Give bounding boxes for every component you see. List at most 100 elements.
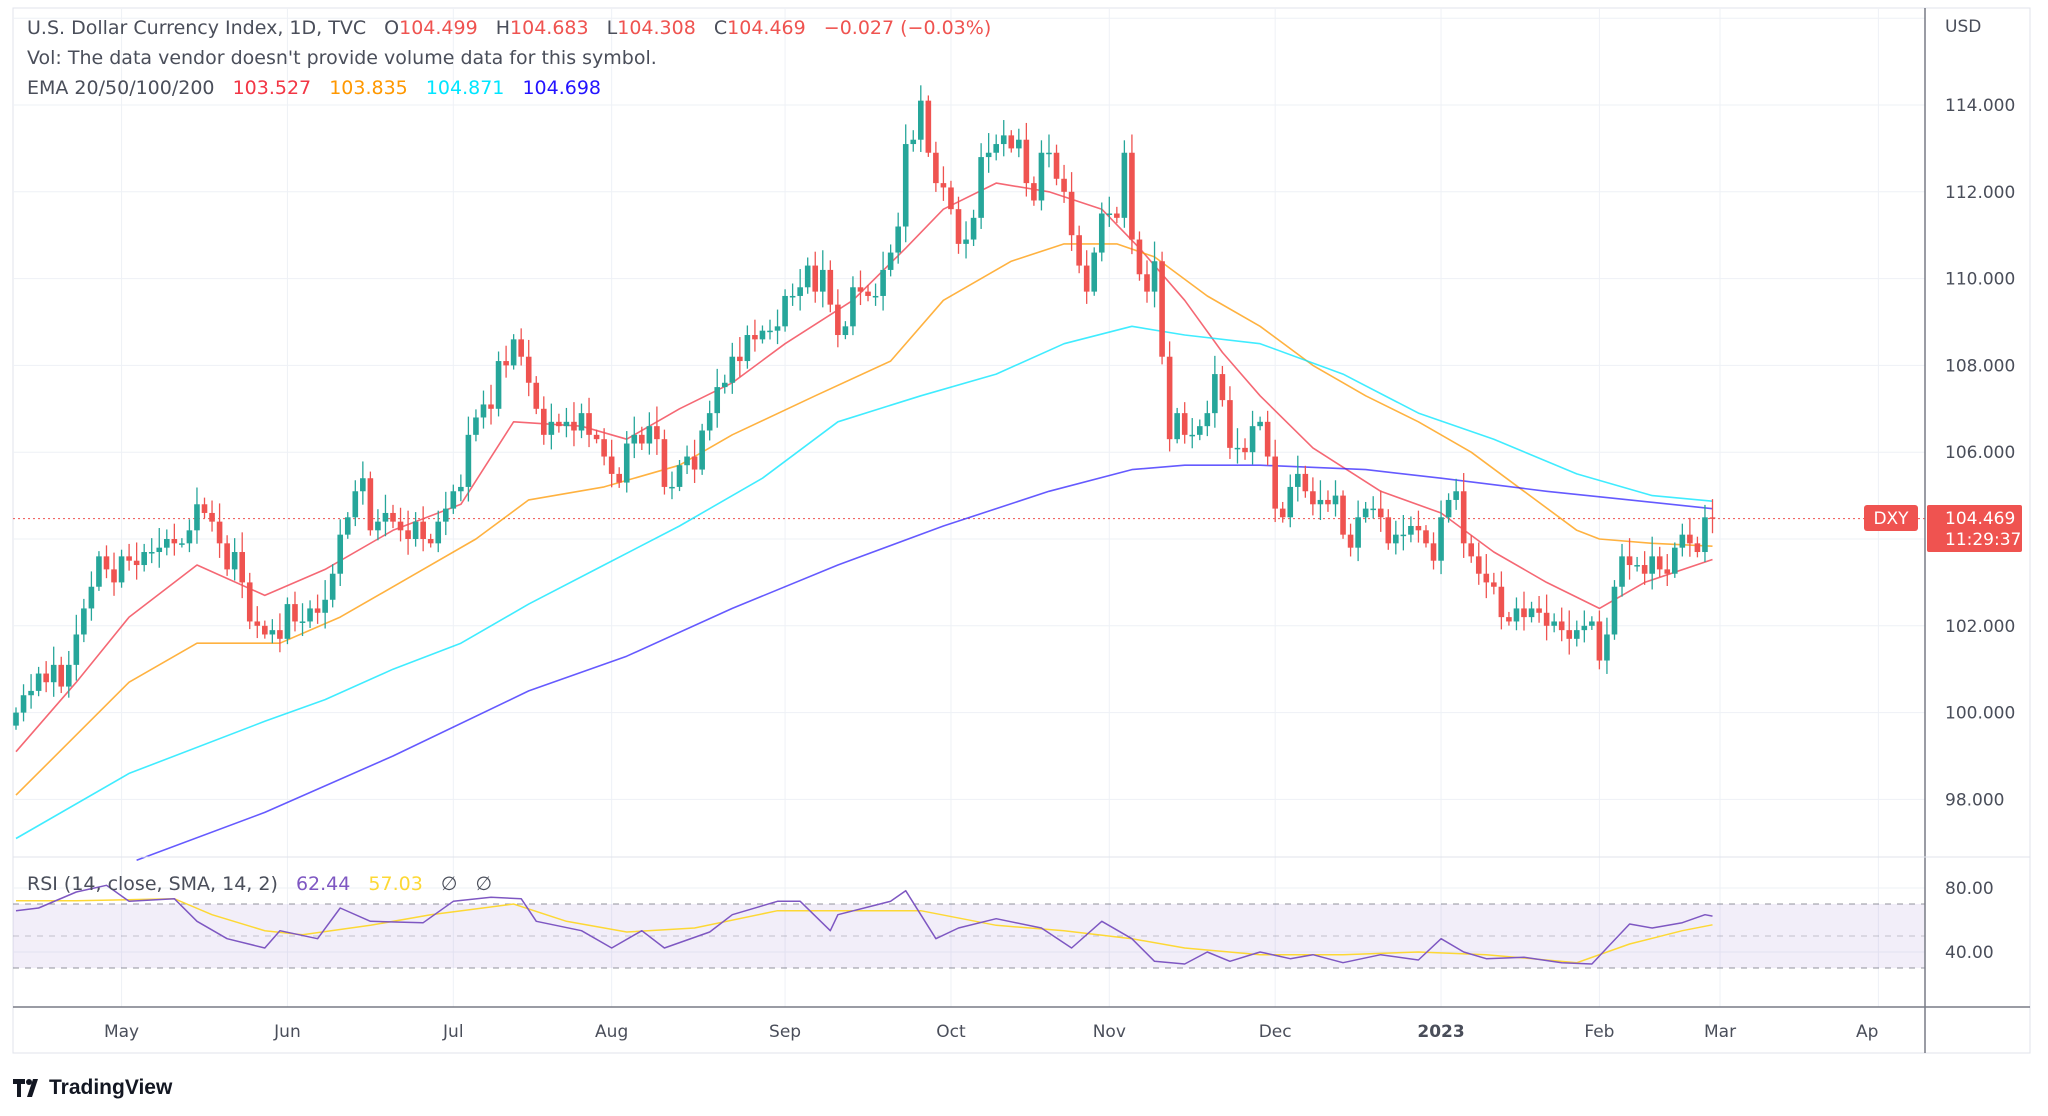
candle-body [1023, 139, 1030, 184]
candle [978, 143, 984, 229]
candle-body [269, 630, 276, 635]
ema-legend[interactable]: EMA 20/50/100/200 103.527 103.835 104.87… [27, 77, 601, 99]
candle-body [510, 339, 517, 366]
candle-body [1332, 495, 1339, 505]
candle-body [548, 421, 555, 435]
candle-body [118, 556, 125, 583]
candle-body [1317, 499, 1324, 505]
candle-body [473, 417, 479, 435]
rsi-label[interactable]: RSI (14, close, SMA, 14, 2) [27, 873, 278, 895]
candle-body [1596, 621, 1603, 661]
candle-body [646, 426, 653, 444]
candle-body [1581, 625, 1588, 631]
candle [1287, 474, 1294, 528]
candle-body [352, 491, 359, 518]
candle [194, 487, 200, 544]
price-axis[interactable]: 114.000 112.000 110.000 108.000 106.000 102.0… [1945, 96, 2015, 810]
close-value: 104.469 [727, 17, 806, 39]
candle-body [691, 456, 698, 470]
candle [767, 319, 773, 340]
candle [1573, 620, 1580, 647]
candle-body [1377, 508, 1384, 518]
candle-body [1046, 152, 1052, 155]
time-tick-label: Mar [1704, 1022, 1736, 1042]
candle [1528, 601, 1535, 623]
candle-body [865, 291, 871, 296]
high-value: 104.683 [510, 17, 589, 39]
candle [721, 374, 728, 394]
candle [96, 551, 102, 591]
candle-body [1287, 486, 1294, 518]
candle [186, 519, 193, 553]
candle [367, 471, 374, 536]
ema-label[interactable]: EMA 20/50/100/200 [27, 77, 215, 99]
candle [1551, 613, 1557, 633]
candle [133, 542, 140, 580]
open-value: 104.499 [399, 17, 478, 39]
candle-body [1272, 456, 1278, 509]
open-label: O [384, 17, 400, 39]
candle [1295, 455, 1301, 502]
candle-body [81, 608, 87, 635]
candle-body [1091, 252, 1098, 292]
candle-body [955, 209, 962, 244]
candle [299, 603, 306, 637]
candle [1340, 490, 1346, 539]
tradingview-logo[interactable]: TradingView [13, 1076, 172, 1100]
candle-body [420, 521, 426, 539]
candle [525, 339, 532, 397]
candle-body [1702, 517, 1708, 553]
candle [488, 384, 494, 425]
candle [608, 439, 615, 488]
candle [759, 325, 766, 344]
candle [1589, 616, 1595, 630]
candle-body [631, 434, 638, 444]
grid [13, 8, 1925, 1007]
candle-body [669, 486, 675, 489]
last-price-text: 104.469 [1945, 509, 2015, 529]
candle [1347, 523, 1354, 557]
candle-body [1619, 556, 1625, 587]
candle-body [1521, 608, 1527, 618]
brand-name: TradingView [49, 1076, 173, 1099]
candle-body [1068, 191, 1075, 236]
candle-body [1159, 261, 1165, 357]
symbol-title[interactable]: U.S. Dollar Currency Index, 1D, TVC [27, 17, 367, 39]
candle-body [1151, 261, 1158, 292]
candle [1475, 542, 1482, 585]
candle-body [1129, 152, 1135, 240]
candle [473, 409, 479, 442]
price-tick-label: 114.000 [1945, 96, 2015, 116]
candle [88, 571, 95, 621]
candle-body [1196, 426, 1203, 435]
candle-body [1498, 586, 1505, 618]
candle-body [382, 512, 389, 522]
ema100-value: 104.871 [425, 77, 505, 99]
candle [35, 666, 42, 697]
rsi-axis[interactable]: 80.00 40.00 [1945, 879, 1994, 963]
candle-body [902, 144, 909, 227]
candle-body [789, 295, 796, 298]
price-tick-label: 106.000 [1945, 443, 2015, 463]
candle [344, 512, 351, 539]
candle-body [1400, 534, 1407, 537]
candle-body [1174, 413, 1180, 440]
candle-body [948, 187, 954, 210]
candle [1604, 617, 1610, 674]
candle-body [329, 573, 336, 600]
candle-body [1491, 582, 1497, 587]
ohlc-legend[interactable]: U.S. Dollar Currency Index, 1D, TVC O104… [27, 17, 991, 39]
rsi-legend[interactable]: RSI (14, close, SMA, 14, 2) 62.44 57.03 … [27, 873, 492, 895]
candle-body [1672, 547, 1678, 574]
time-axis[interactable]: May Jun Jul Aug Sep Oct Nov Dec 2023 Feb Mar Ap [104, 1022, 1878, 1042]
candle [1423, 525, 1429, 548]
candle [895, 212, 901, 264]
candle [1498, 571, 1505, 630]
candle [789, 283, 796, 306]
candle-body [1234, 447, 1241, 450]
candle-body [1408, 525, 1414, 535]
candle [73, 614, 80, 681]
candle [963, 221, 969, 259]
candle-body [277, 630, 283, 639]
